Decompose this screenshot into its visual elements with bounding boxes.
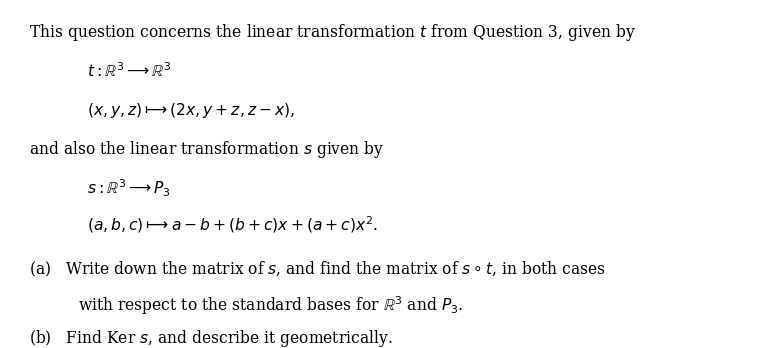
Text: (b)   Find Ker $s$, and describe it geometrically.: (b) Find Ker $s$, and describe it geomet…	[29, 328, 392, 348]
Text: This question concerns the linear transformation $t$ from Question 3, given by: This question concerns the linear transf…	[29, 22, 635, 42]
Text: $(a, b, c) \longmapsto a - b + (b + c)x + (a + c)x^2.$: $(a, b, c) \longmapsto a - b + (b + c)x …	[87, 214, 378, 235]
Text: with respect to the standard bases for $\mathbb{R}^3$ and $P_3$.: with respect to the standard bases for $…	[78, 294, 464, 317]
Text: $t : \mathbb{R}^3 \longrightarrow \mathbb{R}^3$: $t : \mathbb{R}^3 \longrightarrow \mathb…	[87, 63, 172, 81]
Text: $s : \mathbb{R}^3 \longrightarrow P_3$: $s : \mathbb{R}^3 \longrightarrow P_3$	[87, 177, 172, 199]
Text: (a)   Write down the matrix of $s$, and find the matrix of $s \circ t$, in both : (a) Write down the matrix of $s$, and fi…	[29, 259, 606, 278]
Text: and also the linear transformation $s$ given by: and also the linear transformation $s$ g…	[29, 139, 384, 160]
Text: $(x, y, z) \longmapsto (2x, y + z, z - x),$: $(x, y, z) \longmapsto (2x, y + z, z - x…	[87, 101, 295, 120]
